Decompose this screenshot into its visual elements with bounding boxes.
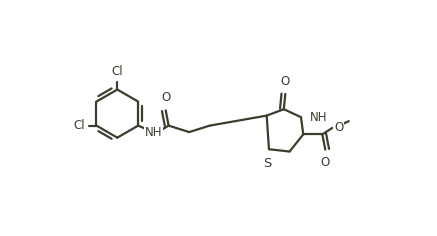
- Text: S: S: [264, 156, 272, 169]
- Text: O: O: [161, 91, 170, 104]
- Text: NH: NH: [145, 126, 162, 139]
- Text: Cl: Cl: [111, 65, 123, 78]
- Text: NH: NH: [310, 111, 327, 124]
- Text: O: O: [281, 75, 290, 88]
- Text: O: O: [321, 156, 330, 169]
- Text: Cl: Cl: [73, 119, 85, 132]
- Text: O: O: [334, 121, 343, 134]
